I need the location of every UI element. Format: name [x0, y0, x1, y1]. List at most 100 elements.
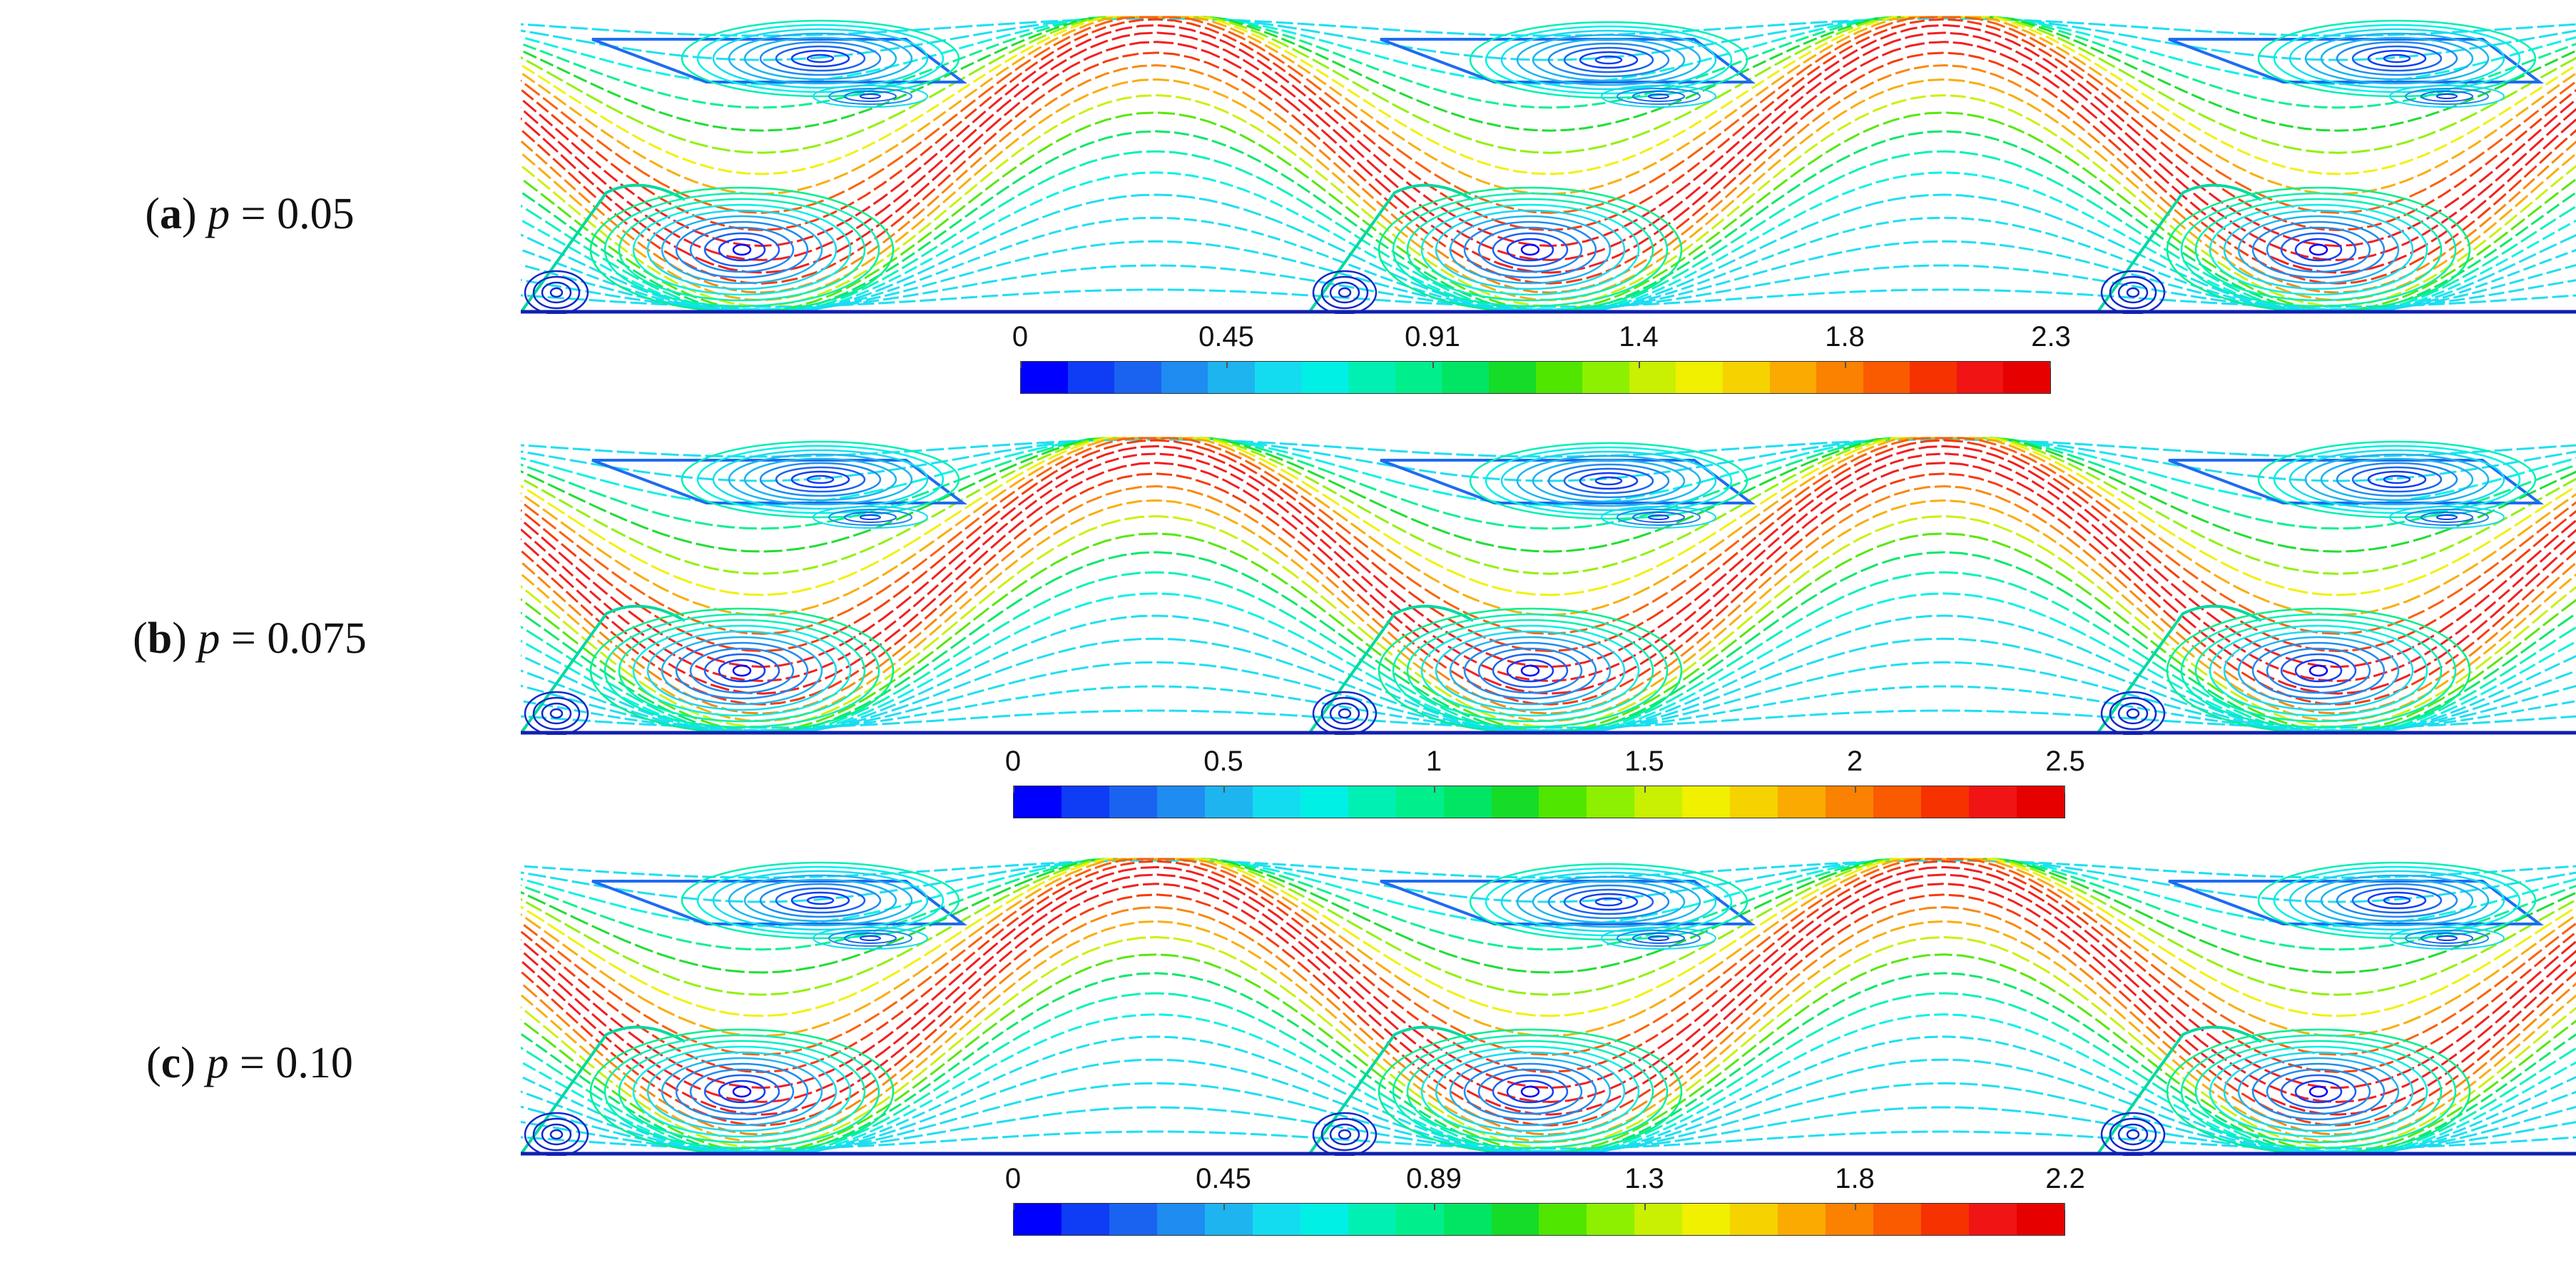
- upper-vortex-ring: [728, 453, 913, 506]
- colorbar-swatch: [1778, 1204, 1826, 1235]
- colorbar-b: 0 0.5 1 1.5 2 2.5: [1005, 746, 2085, 824]
- param-symbol: p: [198, 614, 220, 663]
- streamline: [521, 16, 2576, 86]
- upper-vortex-ring: [2304, 453, 2490, 506]
- upper-vortex-ring: [728, 32, 913, 85]
- panel-letter: a: [160, 189, 183, 238]
- lower-vortex-ring: [2280, 653, 2357, 689]
- streamline: [521, 16, 2576, 214]
- colorbar-swatch: [1109, 786, 1157, 818]
- lower-vortex-ring: [732, 664, 752, 677]
- colorbar-swatch: [1816, 362, 1863, 393]
- colorbar-tick-mark: [1223, 1203, 1225, 1210]
- corner-vortex-ring: [541, 281, 572, 304]
- colorbar-swatch: [2003, 362, 2051, 393]
- colorbar-tick-label: 2: [1846, 746, 1863, 777]
- param-value: = 0.075: [230, 614, 367, 663]
- lower-vortex-ring: [689, 226, 795, 273]
- colorbar-tick-label: 2.3: [2031, 321, 2071, 352]
- colorbar-swatch: [1443, 1204, 1492, 1235]
- upper-vortex-ring: [2304, 874, 2490, 927]
- lower-vortex-ring: [2166, 607, 2471, 734]
- lower-vortex-ring: [689, 1068, 795, 1115]
- upper-vortex-ring: [712, 870, 929, 931]
- lower-vortex-ring: [618, 619, 866, 723]
- lower-vortex-ring: [2251, 220, 2386, 279]
- upper-vortex-ring: [2257, 19, 2537, 98]
- lower-vortex-ring: [1420, 1045, 1640, 1138]
- lower-vortex-ring: [1378, 186, 1683, 313]
- colorbar-swatch: [1582, 362, 1629, 393]
- upper-vortex-ring: [775, 466, 866, 493]
- upper-vortex-ring: [1500, 29, 1717, 91]
- upper-vortex-ring: [2289, 870, 2505, 931]
- colorbar-tick-mark: [2064, 1203, 2065, 1210]
- upper-vortex-ring: [759, 41, 882, 76]
- colorbar-tick-mark: [1845, 361, 1846, 368]
- upper-vortex-ring: [806, 54, 835, 63]
- corner-vortex-ring: [2100, 1112, 2166, 1156]
- corner-vortex-ring: [524, 270, 589, 314]
- lower-vortex-ring: [661, 1057, 823, 1127]
- upper-vortex-ring: [1516, 34, 1701, 86]
- lower-vortex-ring: [604, 613, 880, 728]
- lower-vortex-ring: [2280, 232, 2357, 268]
- colorbar-c: 0 0.45 0.89 1.3 1.8 2.2: [1005, 1163, 2085, 1241]
- secondary-vortex-ring: [1648, 514, 1669, 520]
- secondary-vortex-ring: [860, 514, 881, 520]
- lower-vortex-ring: [675, 641, 809, 700]
- streamline: [521, 858, 2576, 1056]
- upper-vortex-ring: [1485, 446, 1733, 516]
- upper-vortex-ring: [1579, 51, 1639, 69]
- colorbar-swatch: [1488, 362, 1536, 393]
- upper-vortex-ring: [1594, 55, 1623, 65]
- secondary-vortex-ring: [2405, 930, 2489, 947]
- corner-vortex-ring: [532, 1117, 581, 1152]
- lower-vortex-ring: [1392, 192, 1669, 308]
- colorbar-swatch: [2017, 786, 2065, 818]
- secondary-vortex-ring: [2420, 512, 2473, 523]
- panel-label-c: (c) p = 0.10: [146, 1038, 353, 1087]
- streamline-field-a: [521, 16, 2576, 314]
- lower-vortex-ring: [1506, 1079, 1554, 1104]
- corner-vortex-ring: [1312, 1112, 1378, 1156]
- lower-vortex-ring: [1449, 215, 1612, 285]
- lower-vortex-ring: [1406, 619, 1654, 723]
- lower-vortex-ring: [2237, 1057, 2400, 1127]
- streamline: [521, 858, 2576, 1037]
- corner-vortex-ring: [1338, 287, 1352, 298]
- secondary-vortex-ring: [2436, 514, 2458, 520]
- secondary-vortex-ring: [860, 935, 881, 941]
- lower-vortex-ring: [689, 647, 795, 694]
- colorbar-swatch: [1722, 362, 1770, 393]
- secondary-vortex-ring: [2389, 927, 2505, 950]
- upper-vortex-ring: [1563, 888, 1654, 915]
- streamline: [521, 858, 2576, 928]
- colorbar-swatch: [1395, 786, 1444, 818]
- colorbar-swatch: [1863, 362, 1910, 393]
- lower-vortex-ring: [2180, 192, 2457, 308]
- colorbar-swatch: [1730, 786, 1778, 818]
- streamline: [521, 18, 2576, 232]
- corner-vortex-ring: [2117, 281, 2149, 304]
- lower-vortex-ring: [675, 1062, 809, 1121]
- upper-vortex-ring: [2367, 470, 2427, 489]
- colorbar-tick-mark: [1644, 786, 1646, 793]
- colorbar-swatch: [1539, 786, 1587, 818]
- colorbar-swatch: [1161, 362, 1208, 393]
- lower-vortex-ring: [1463, 1062, 1597, 1121]
- colorbar-swatch: [1156, 786, 1205, 818]
- upper-vortex-ring: [1500, 450, 1717, 512]
- lower-vortex-ring: [632, 624, 852, 717]
- colorbar-swatch: [1921, 786, 1970, 818]
- lower-vortex-ring: [2280, 1074, 2357, 1109]
- upper-vortex-ring: [1579, 472, 1639, 490]
- streamline: [521, 439, 2576, 653]
- lower-vortex-ring: [1449, 1057, 1612, 1127]
- upper-vortex-ring: [790, 49, 850, 68]
- lower-vortex-ring: [604, 192, 880, 308]
- secondary-vortex-ring: [2389, 85, 2505, 108]
- lower-vortex-ring: [1435, 209, 1626, 290]
- streamline: [521, 858, 2576, 903]
- secondary-vortex-ring: [828, 930, 912, 947]
